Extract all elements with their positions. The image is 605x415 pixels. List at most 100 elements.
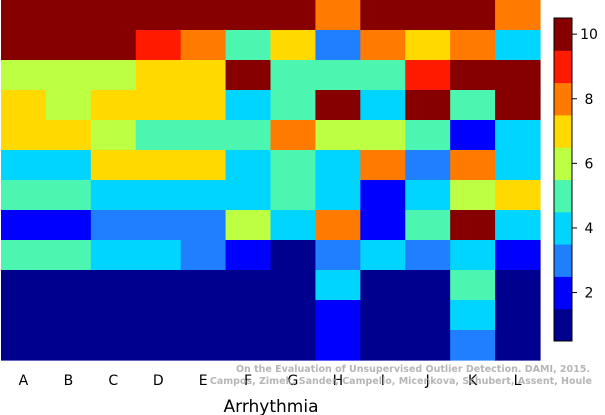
heatmap-cell-G-8 xyxy=(270,210,317,241)
heatmap-cell-D-10 xyxy=(135,270,182,301)
heatmap-cell-J-12 xyxy=(405,330,451,361)
heatmap-cell-G-12 xyxy=(270,330,317,361)
heatmap-cell-L-12 xyxy=(495,330,541,361)
x-tick-label-F: F xyxy=(244,373,252,389)
heatmap-cell-I-11 xyxy=(360,300,406,331)
heatmap-cell-I-9 xyxy=(360,240,406,271)
heatmap-cell-E-8 xyxy=(180,210,227,241)
heatmap-cell-K-1 xyxy=(450,0,496,31)
heatmap-cell-K-9 xyxy=(450,240,496,271)
heatmap-cell-G-10 xyxy=(270,270,317,301)
heatmap-cell-E-10 xyxy=(180,270,227,301)
heatmap-cell-C-9 xyxy=(90,240,137,271)
heatmap-cell-J-9 xyxy=(405,240,451,271)
heatmap-cell-E-2 xyxy=(180,30,227,61)
x-tick-label-H: H xyxy=(333,373,344,389)
heatmap-cell-H-9 xyxy=(315,240,361,271)
heatmap-cell-H-12 xyxy=(315,330,361,361)
colorbar-tick-label-8: 8 xyxy=(585,92,594,108)
heatmap-cell-A-9 xyxy=(1,240,47,271)
heatmap-cell-F-11 xyxy=(225,300,272,331)
heatmap-cell-J-7 xyxy=(405,180,451,211)
heatmap-cell-H-5 xyxy=(315,120,361,151)
heatmap-cell-K-5 xyxy=(450,120,496,151)
heatmap-cell-F-12 xyxy=(225,330,272,361)
x-tick-label-J: J xyxy=(425,373,430,389)
heatmap-cell-F-4 xyxy=(225,90,272,121)
colorbar-tick-label-10: 10 xyxy=(580,27,598,43)
x-tick-label-E: E xyxy=(199,373,208,389)
x-tick-label-C: C xyxy=(108,373,118,389)
heatmap-cell-I-5 xyxy=(360,120,406,151)
heatmap-cell-F-7 xyxy=(225,180,272,211)
heatmap-cell-H-10 xyxy=(315,270,361,301)
heatmap-cell-C-11 xyxy=(90,300,137,331)
colorbar-swatch-7 xyxy=(554,114,572,148)
heatmap-cell-G-1 xyxy=(270,0,317,31)
colorbar-swatch-3 xyxy=(554,244,572,277)
heatmap-cell-D-6 xyxy=(135,150,182,181)
heatmap-cell-L-3 xyxy=(495,60,541,91)
heatmap-cell-B-7 xyxy=(45,180,92,211)
heatmap-cell-I-12 xyxy=(360,330,406,361)
heatmap-cell-B-4 xyxy=(45,90,92,121)
colorbar-ticks: 2 4 6 8 10 xyxy=(572,27,598,302)
heatmap-cell-A-5 xyxy=(1,120,47,151)
heatmap-cell-J-3 xyxy=(405,60,451,91)
heatmap-cell-J-1 xyxy=(405,0,451,31)
colorbar-tick-label-4: 4 xyxy=(585,221,594,237)
heatmap-cell-L-6 xyxy=(495,150,541,181)
heatmap-cell-B-11 xyxy=(45,300,92,331)
heatmap-cell-B-8 xyxy=(45,210,92,241)
heatmap-cell-G-5 xyxy=(270,120,317,151)
heatmap-cell-A-12 xyxy=(1,330,47,361)
heatmap-cell-H-8 xyxy=(315,210,361,241)
heatmap-cell-A-8 xyxy=(1,210,47,241)
colorbar-tick-label-6: 6 xyxy=(585,156,594,172)
heatmap-cell-E-9 xyxy=(180,240,227,271)
heatmap-cell-K-7 xyxy=(450,180,496,211)
credit-line-1: On the Evaluation of Unsupervised Outlie… xyxy=(236,364,590,375)
heatmap-cell-J-8 xyxy=(405,210,451,241)
heatmap-cell-B-10 xyxy=(45,270,92,301)
colorbar-swatch-2 xyxy=(554,276,572,310)
heatmap-cell-C-5 xyxy=(90,120,137,151)
heatmap-cell-C-8 xyxy=(90,210,137,241)
heatmap-cell-E-11 xyxy=(180,300,227,331)
heatmap-cell-A-11 xyxy=(1,300,47,331)
heatmap-cell-K-12 xyxy=(450,330,496,361)
heatmap-cell-G-11 xyxy=(270,300,317,331)
heatmap-cell-C-7 xyxy=(90,180,137,211)
heatmap-cell-F-8 xyxy=(225,210,272,241)
heatmap-cell-C-3 xyxy=(90,60,137,91)
heatmap-cell-E-12 xyxy=(180,330,227,361)
colorbar-swatch-9 xyxy=(554,50,572,84)
heatmap-cell-J-5 xyxy=(405,120,451,151)
colorbar-swatch-10 xyxy=(554,18,572,51)
heatmap-cell-B-1 xyxy=(45,0,92,31)
heatmap-cell-F-5 xyxy=(225,120,272,151)
x-axis-title: Arrhythmia xyxy=(224,397,319,415)
heatmap-cell-B-5 xyxy=(45,120,92,151)
heatmap-cell-L-7 xyxy=(495,180,541,211)
heatmap-cell-A-4 xyxy=(1,90,47,121)
heatmap-cell-L-11 xyxy=(495,300,541,331)
heatmap-cell-L-10 xyxy=(495,270,541,301)
x-tick-label-A: A xyxy=(19,373,29,389)
heatmap-cell-C-2 xyxy=(90,30,137,61)
heatmap-cell-L-1 xyxy=(495,0,541,31)
heatmap-cell-C-1 xyxy=(90,0,137,31)
heatmap-cell-H-1 xyxy=(315,0,361,31)
heatmap-cell-D-5 xyxy=(135,120,182,151)
heatmap-cell-H-7 xyxy=(315,180,361,211)
heatmap-cell-G-7 xyxy=(270,180,317,211)
heatmap-cell-C-10 xyxy=(90,270,137,301)
heatmap-cell-J-4 xyxy=(405,90,451,121)
heatmap-cell-E-4 xyxy=(180,90,227,121)
heatmap-cell-H-6 xyxy=(315,150,361,181)
heatmap-cell-C-6 xyxy=(90,150,137,181)
x-tick-label-K: K xyxy=(468,373,478,389)
x-tick-label-L: L xyxy=(514,373,522,389)
heatmap-cell-A-10 xyxy=(1,270,47,301)
